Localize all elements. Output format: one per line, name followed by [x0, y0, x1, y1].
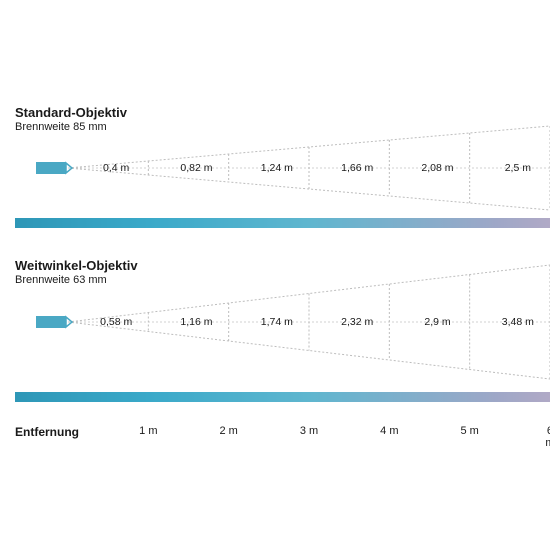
scale-bar — [15, 218, 550, 228]
scale-bar — [15, 392, 550, 402]
cone-width-value: 1,24 m — [261, 162, 293, 174]
distance-tick: 2 m — [219, 425, 237, 437]
projector-icon — [36, 316, 66, 328]
cone-width-value: 2,32 m — [341, 316, 373, 328]
cone-width-value: 0,82 m — [180, 162, 212, 174]
section-subtitle: Brennweite 85 mm — [15, 121, 550, 134]
cone-width-value: 1,66 m — [341, 162, 373, 174]
distance-tick: 6 m — [545, 425, 550, 449]
cone-width-value: 1,74 m — [261, 316, 293, 328]
cone-width-value: 1,16 m — [180, 316, 212, 328]
section-subtitle: Brennweite 63 mm — [15, 274, 550, 287]
section-title: Weitwinkel-Objektiv — [15, 258, 550, 274]
cone-width-value: 0,58 m — [100, 316, 132, 328]
cone-width-value: 2,9 m — [424, 316, 450, 328]
distance-axis-label: Entfernung — [15, 425, 79, 439]
cone-width-value: 0,4 m — [103, 162, 129, 174]
cone-width-value: 2,08 m — [421, 162, 453, 174]
distance-tick: 4 m — [380, 425, 398, 437]
projector-icon — [36, 162, 66, 174]
section-title: Standard-Objektiv — [15, 105, 550, 121]
cone-width-value: 3,48 m — [502, 316, 534, 328]
distance-tick: 3 m — [300, 425, 318, 437]
distance-tick: 1 m — [139, 425, 157, 437]
distance-tick: 5 m — [460, 425, 478, 437]
cone-width-value: 2,5 m — [505, 162, 531, 174]
